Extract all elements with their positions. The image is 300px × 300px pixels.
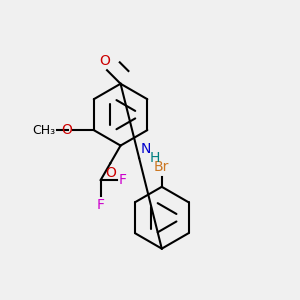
Text: H: H	[149, 151, 160, 165]
Text: N: N	[141, 142, 151, 156]
Text: Br: Br	[154, 160, 170, 174]
Text: F: F	[118, 173, 126, 187]
Text: F: F	[97, 198, 105, 212]
Text: CH₃: CH₃	[32, 124, 56, 136]
Text: O: O	[61, 123, 72, 137]
Text: O: O	[99, 54, 110, 68]
Text: O: O	[105, 166, 116, 180]
